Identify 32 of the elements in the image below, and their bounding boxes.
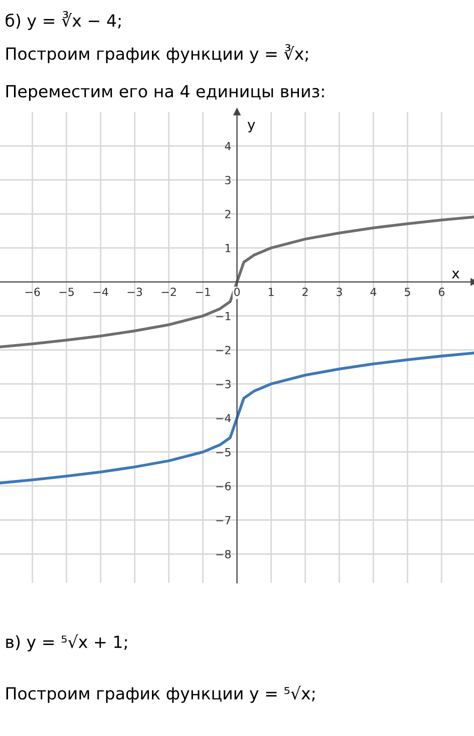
y-tick-label: −2 <box>216 346 230 354</box>
x-tick-label: −2 <box>162 288 176 296</box>
y-tick-label: 4 <box>224 142 231 150</box>
text: Построим график функции y = ⁵√x; <box>6 686 314 703</box>
x-tick-label: −3 <box>128 288 142 296</box>
text: Построим график функции y = ∛x; <box>6 44 308 64</box>
y-tick-label: −1 <box>216 312 230 320</box>
y-tick-label: 1 <box>226 244 230 252</box>
text: в) y = ⁵√x + 1; <box>6 634 127 652</box>
y-tick-label: −4 <box>216 414 231 422</box>
y-tick-label: −7 <box>216 516 230 524</box>
y-tick-label: −5 <box>216 448 230 456</box>
x-tick-label: −1 <box>196 288 210 296</box>
y-tick-label: −6 <box>216 482 231 490</box>
x-tick-label: 3 <box>336 288 342 296</box>
y-tick-label: 3 <box>225 176 231 184</box>
x-tick-label: −4 <box>94 288 108 296</box>
x-tick-label: 5 <box>404 288 410 296</box>
x-tick-label: 4 <box>370 288 376 296</box>
y-tick-label: 2 <box>225 210 230 218</box>
x-tick-label: 1 <box>268 288 274 296</box>
x-tick-label: 6 <box>438 288 444 296</box>
text: Переместим его на 4 единицы вниз: <box>6 85 324 101</box>
x-tick-label: −6 <box>25 288 40 296</box>
chart-title: б) y = ∛x − 4; <box>6 11 121 30</box>
y-tick-label: −3 <box>216 380 231 388</box>
y-axis-title: y <box>248 122 256 132</box>
x-tick-label: −5 <box>59 288 74 296</box>
x-tick-label: 0 <box>234 288 240 296</box>
y-tick-label: −8 <box>216 550 231 558</box>
x-axis-title: x <box>452 270 460 278</box>
x-tick-label: 2 <box>302 288 308 296</box>
